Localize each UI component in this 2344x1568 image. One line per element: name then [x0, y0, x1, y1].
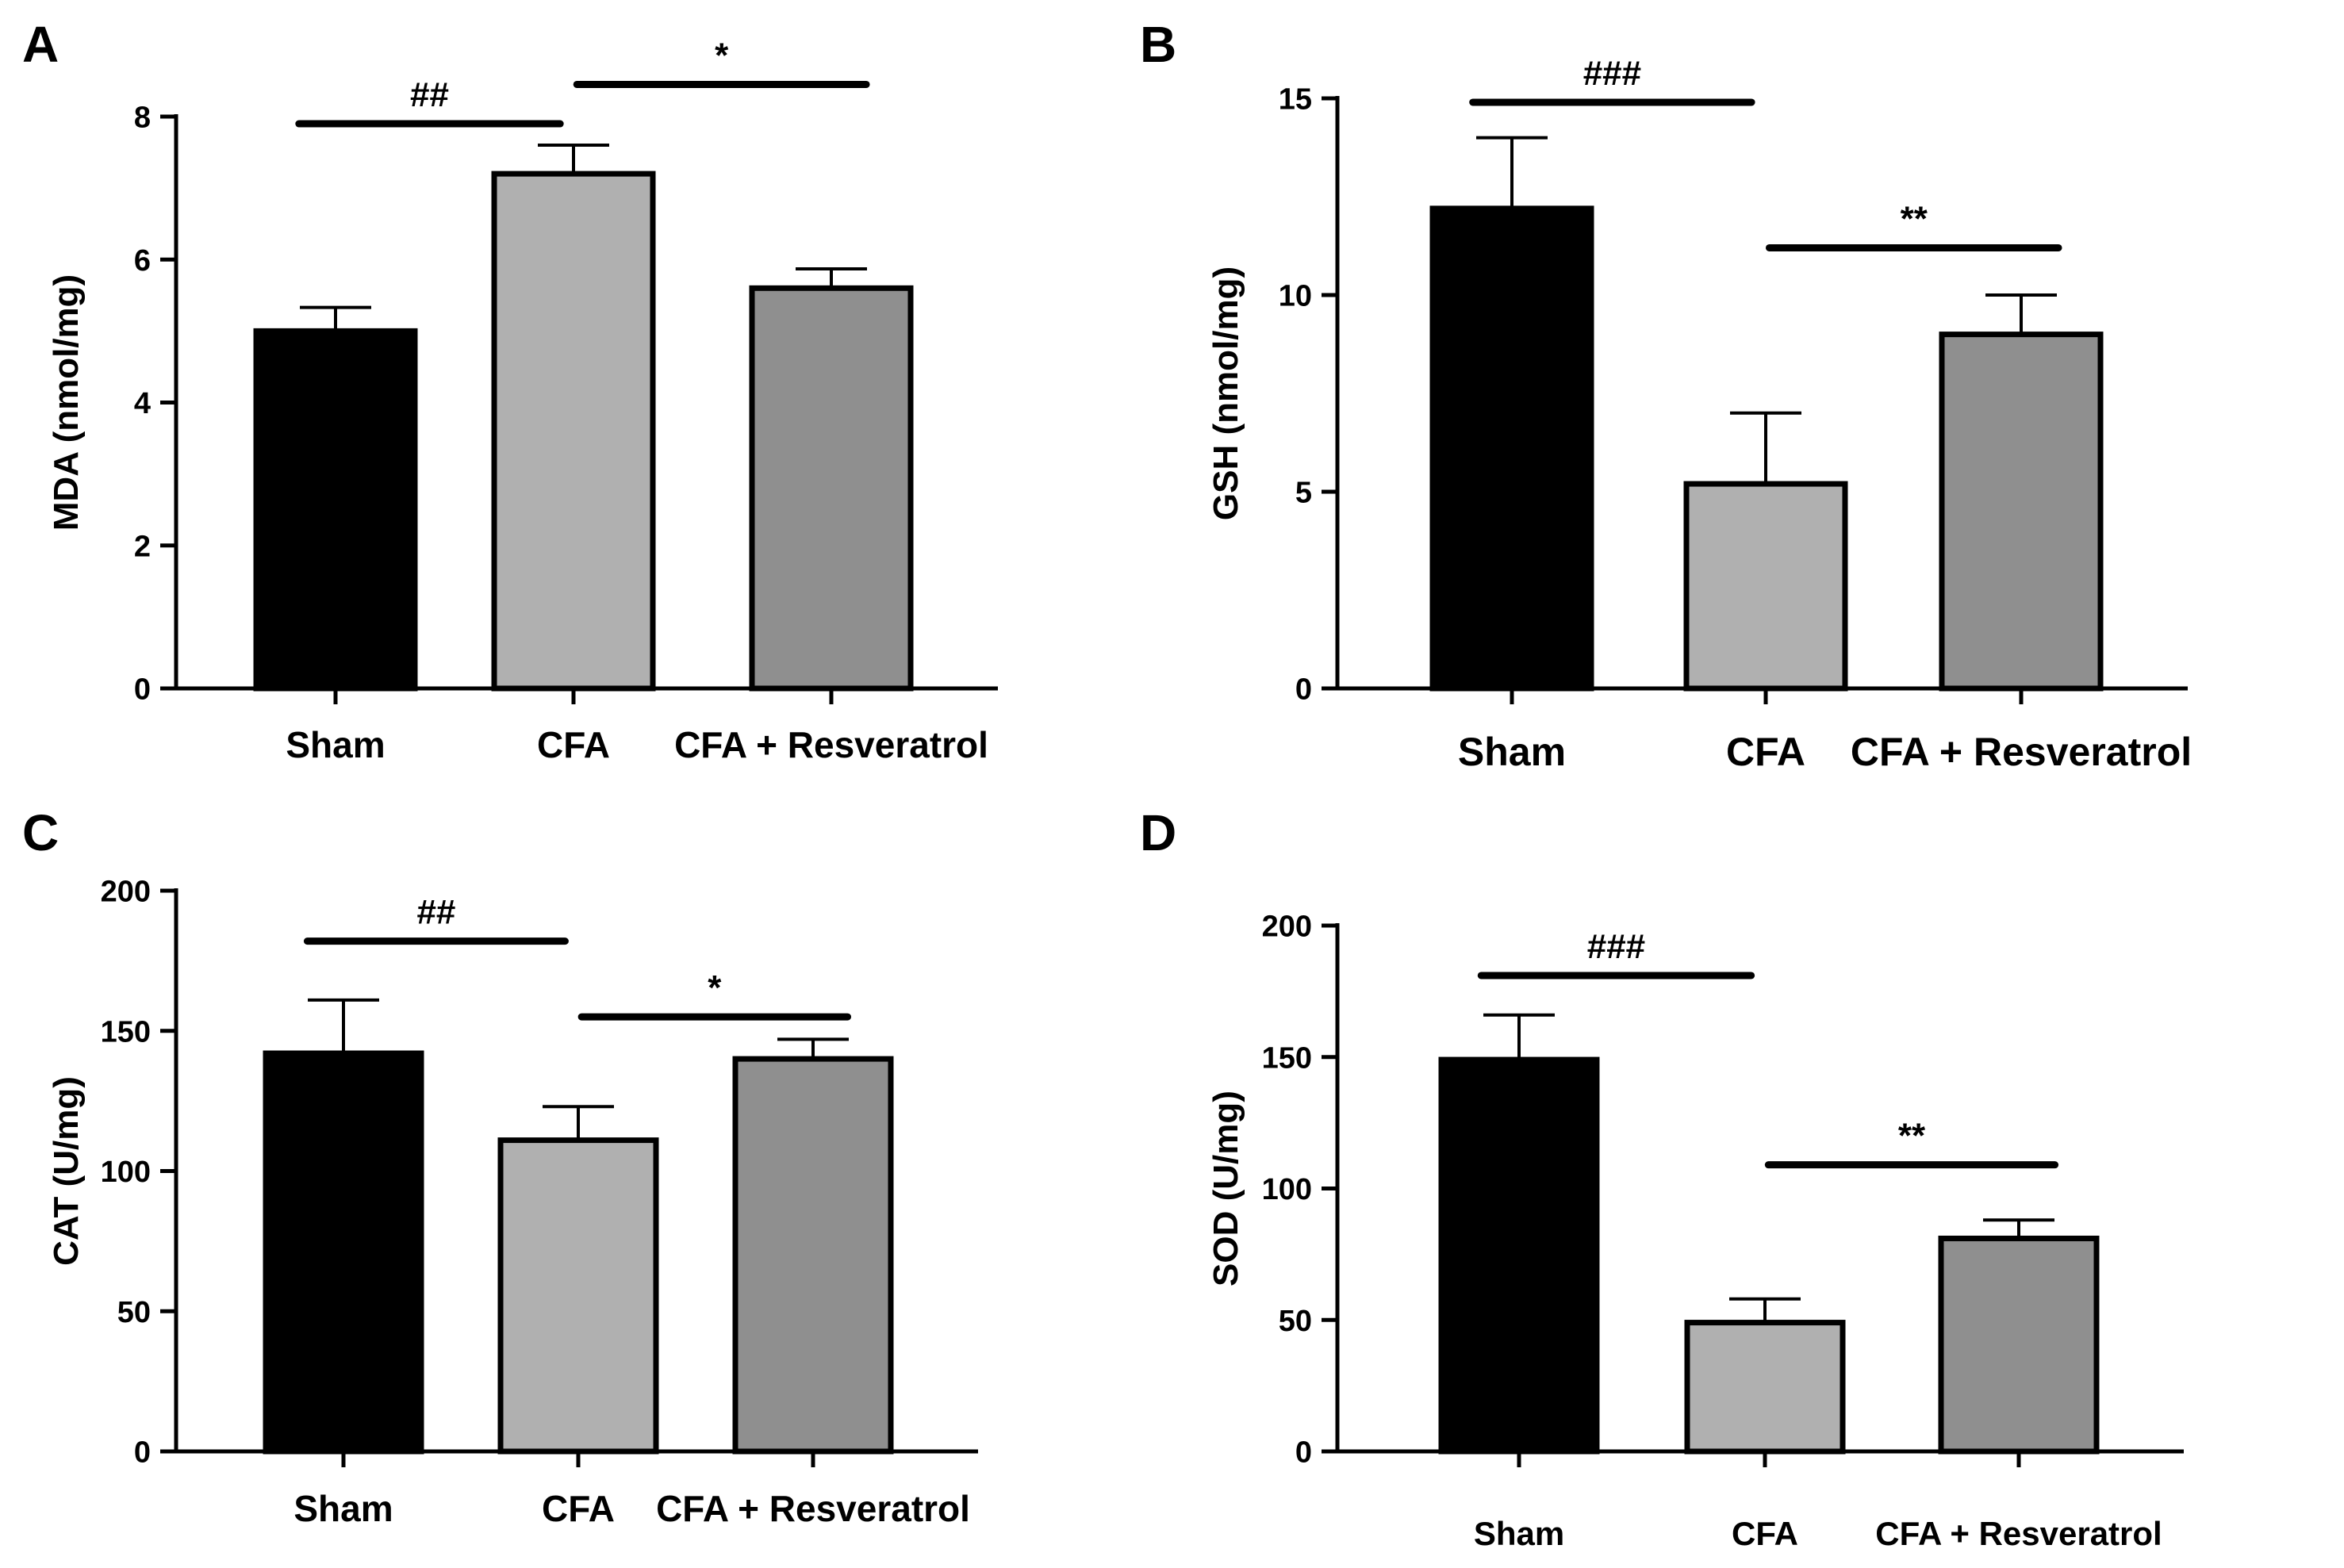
y-tick-label: 0 — [134, 1436, 151, 1470]
y-tick-label: 6 — [134, 244, 151, 278]
significance-label: ** — [1898, 1117, 1926, 1156]
panel-a: A MDA (nmol/mg) 0 2 4 6 8 Sham CFA CFA + Resverat… — [22, 16, 998, 765]
y-tick-label: 100 — [1262, 1173, 1312, 1206]
y-axis-label: CAT (U/mg) — [47, 1076, 86, 1266]
x-tick-label: Sham — [1474, 1515, 1564, 1552]
y-tick-label: 200 — [1262, 911, 1312, 944]
y-tick-label: 0 — [1295, 673, 1312, 707]
significance-label: ## — [410, 75, 449, 114]
significance-label: ** — [1901, 199, 1928, 238]
y-tick-label: 15 — [1279, 83, 1312, 117]
y-tick-label: 10 — [1279, 280, 1312, 313]
bar-3 — [1938, 1235, 2100, 1455]
bar-2 — [1684, 1320, 1846, 1455]
y-tick-label: 0 — [1295, 1436, 1312, 1470]
x-tick-label: Sham — [293, 1488, 393, 1529]
y-tick-label: 200 — [101, 876, 151, 909]
x-tick-label: CFA + Resveratrol — [674, 724, 988, 765]
panel-d: D SOD (U/mg) 0 50 100 150 200 Sham CFA CFA + Resv… — [1140, 804, 2184, 1552]
bar-2 — [491, 171, 656, 692]
y-axis-label: MDA (nmol/mg) — [47, 274, 86, 531]
bar-1 — [263, 1050, 424, 1455]
panel-c: C CAT (U/mg) 0 50 100 150 200 Sham CFA CFA + Resv… — [22, 804, 978, 1529]
significance-label: * — [715, 36, 729, 75]
y-tick-label: 150 — [1262, 1041, 1312, 1075]
panel-label: B — [1140, 16, 1176, 73]
x-tick-label: Sham — [1458, 730, 1566, 774]
panel-b: B GSH (nmol/mg) 0 5 10 15 Sham CFA CFA + Resvera… — [1140, 16, 2192, 774]
significance-label: ## — [416, 893, 455, 932]
bar-2 — [497, 1137, 659, 1455]
bar-1 — [1438, 1056, 1600, 1455]
x-tick-label: CFA — [542, 1488, 615, 1529]
y-tick-label: 5 — [1295, 477, 1312, 510]
significance-label: * — [708, 968, 722, 1007]
bar-3 — [1939, 332, 2104, 692]
x-tick-label: Sham — [286, 724, 385, 765]
x-tick-label: CFA — [1726, 730, 1805, 774]
panel-label: D — [1140, 804, 1176, 861]
panel-label: C — [22, 804, 59, 861]
x-tick-label: CFA + Resveratrol — [1851, 730, 2192, 774]
y-tick-label: 150 — [101, 1015, 151, 1049]
y-tick-label: 8 — [134, 102, 151, 135]
x-tick-label: CFA + Resveratrol — [1875, 1515, 2162, 1552]
x-tick-label: CFA + Resveratrol — [656, 1488, 970, 1529]
y-tick-label: 100 — [101, 1156, 151, 1189]
bar-1 — [253, 328, 418, 692]
y-tick-label: 2 — [134, 530, 151, 563]
significance-label: ### — [1583, 54, 1641, 93]
y-axis-label: GSH (nmol/mg) — [1207, 266, 1245, 520]
bar-3 — [732, 1056, 894, 1455]
y-tick-label: 4 — [134, 387, 151, 420]
x-tick-label: CFA — [1732, 1515, 1798, 1552]
x-tick-label: CFA — [537, 724, 610, 765]
bar-1 — [1429, 205, 1594, 692]
y-axis-label: SOD (U/mg) — [1207, 1091, 1245, 1286]
bar-2 — [1683, 481, 1848, 692]
significance-label: ### — [1587, 927, 1645, 966]
y-tick-label: 0 — [134, 673, 151, 707]
panel-label: A — [22, 16, 59, 73]
y-tick-label: 50 — [117, 1296, 151, 1329]
bar-3 — [749, 285, 914, 692]
y-tick-label: 50 — [1279, 1305, 1312, 1338]
